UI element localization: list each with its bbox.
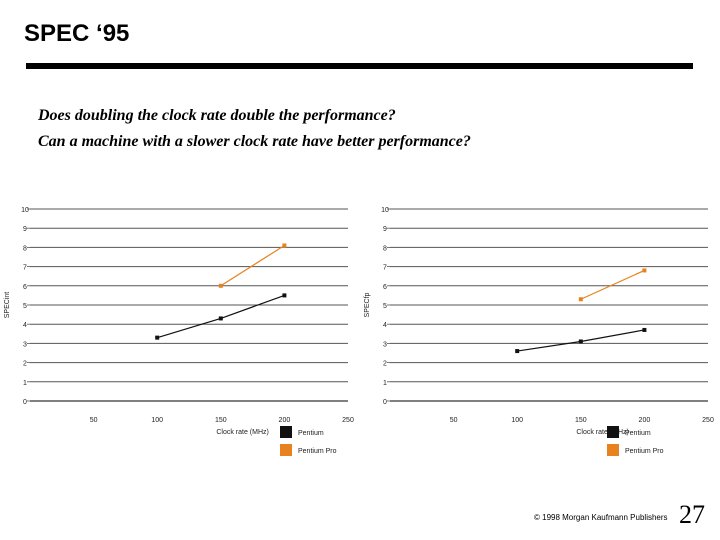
y-tick-label: 1 xyxy=(23,380,27,387)
title-divider xyxy=(26,63,693,69)
x-tick-label: 200 xyxy=(279,417,291,424)
y-tick-label: 4 xyxy=(23,322,27,329)
data-point-pentium xyxy=(155,335,160,340)
x-axis-label: Clock rate (MHz) xyxy=(576,429,629,436)
y-tick-label: 8 xyxy=(23,245,27,252)
y-tick-label: 9 xyxy=(23,226,27,233)
x-tick-label: 50 xyxy=(450,417,458,424)
legend-swatch-pentium-pro xyxy=(280,444,292,456)
series-line-pentium-pro xyxy=(220,244,285,287)
slide-title: SPEC ‘95 xyxy=(24,20,130,47)
series-line-pentium-pro xyxy=(580,269,645,300)
legend-label: Pentium Pro xyxy=(625,448,664,455)
y-tick-label: 0 xyxy=(23,399,27,406)
data-point-pentium-pro xyxy=(642,268,647,273)
x-tick-label: 200 xyxy=(639,417,651,424)
y-tick-label: 10 xyxy=(21,207,29,214)
legend-label: Pentium Pro xyxy=(298,448,337,455)
y-tick-label: 7 xyxy=(23,265,27,272)
legend-label: Pentium xyxy=(298,430,324,437)
x-tick-label: 100 xyxy=(151,417,163,424)
y-tick-label: 6 xyxy=(23,284,27,291)
data-point-pentium xyxy=(642,327,647,332)
y-tick-label: 5 xyxy=(23,303,27,310)
x-tick-label: 150 xyxy=(575,417,587,424)
legend-swatch-pentium xyxy=(280,426,292,438)
y-tick-label: 4 xyxy=(383,322,387,329)
specfp-chart: 0 1 2 3 4 5 6 7 8 9 10 50 100 150 200 250 SPECfp Clock ra… xyxy=(364,207,714,456)
data-point-pentium xyxy=(218,316,223,321)
legend-swatch-pentium-pro xyxy=(607,444,619,456)
specint-chart: 0 1 2 3 4 5 6 7 8 9 10 50 100 150 200 250 SPECint Clock r… xyxy=(4,207,354,456)
y-axis-label: SPECfp xyxy=(364,292,371,317)
legend-swatch-pentium xyxy=(607,426,619,438)
y-tick-label: 1 xyxy=(383,380,387,387)
data-point-pentium xyxy=(578,339,583,344)
x-tick-label: 100 xyxy=(511,417,523,424)
x-tick-label: 50 xyxy=(90,417,98,424)
x-axis-label: Clock rate (MHz) xyxy=(216,429,269,436)
data-point-pentium xyxy=(515,349,520,354)
page-number: 27 xyxy=(679,500,705,529)
legend-label: Pentium xyxy=(625,430,651,437)
data-point-pentium xyxy=(282,293,287,298)
y-tick-label: 2 xyxy=(23,361,27,368)
y-tick-label: 8 xyxy=(383,245,387,252)
question-1: Does doubling the clock rate double the … xyxy=(38,107,396,124)
y-tick-label: 5 xyxy=(383,303,387,310)
copyright-notice: © 1998 Morgan Kaufmann Publishers xyxy=(534,513,668,522)
y-tick-label: 2 xyxy=(383,361,387,368)
y-tick-label: 7 xyxy=(383,265,387,272)
data-point-pentium-pro xyxy=(282,243,287,248)
question-2: Can a machine with a slower clock rate h… xyxy=(38,133,471,150)
y-tick-label: 10 xyxy=(381,207,389,214)
y-tick-label: 9 xyxy=(383,226,387,233)
y-axis-label: SPECint xyxy=(4,292,11,319)
x-tick-label: 150 xyxy=(215,417,227,424)
data-point-pentium-pro xyxy=(578,297,583,302)
y-tick-label: 0 xyxy=(383,399,387,406)
y-tick-label: 3 xyxy=(23,341,27,348)
x-tick-label: 250 xyxy=(342,417,354,424)
x-tick-label: 250 xyxy=(702,417,714,424)
y-tick-label: 6 xyxy=(383,284,387,291)
y-tick-label: 3 xyxy=(383,341,387,348)
data-point-pentium-pro xyxy=(218,283,223,288)
